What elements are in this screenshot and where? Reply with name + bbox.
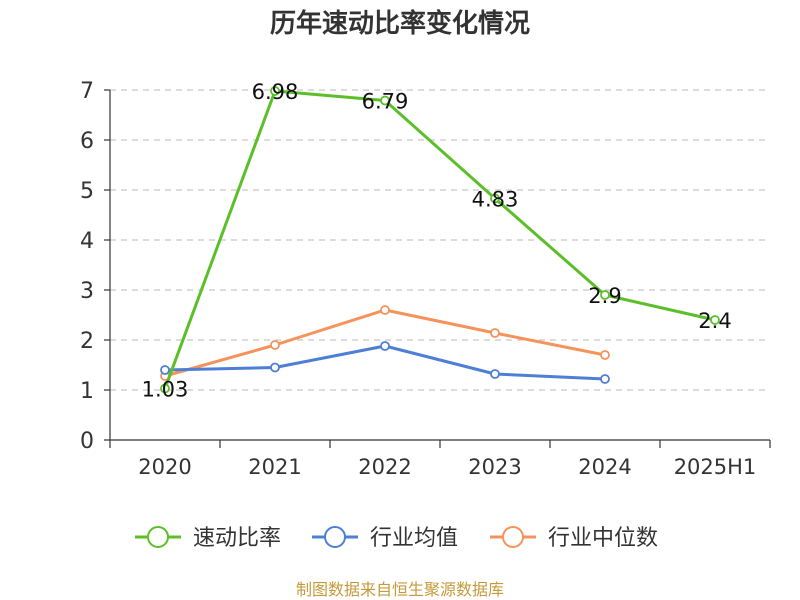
series-line xyxy=(164,344,606,381)
data-point xyxy=(600,290,610,300)
data-point xyxy=(380,305,390,315)
x-tick-label: 2022 xyxy=(358,455,411,479)
x-tick-label: 2023 xyxy=(468,455,521,479)
data-point xyxy=(600,350,610,360)
legend-label: 行业中位数 xyxy=(548,526,658,551)
chart-title: 历年速动比率变化情况 xyxy=(270,8,530,39)
axes: 0 1 2 3 4 5 6 7 2020 2021 2022 2023 2024 2025H1 xyxy=(80,79,771,479)
data-label: 2.9 xyxy=(588,284,621,308)
legend-label: 行业均值 xyxy=(370,526,458,551)
y-tick-label: 7 xyxy=(80,79,94,104)
data-point xyxy=(270,86,280,96)
data-label: 2.4 xyxy=(698,309,731,333)
y-tick-label: 1 xyxy=(80,379,94,404)
x-tick-label: 2020 xyxy=(138,455,191,479)
data-label: 6.79 xyxy=(362,90,409,114)
data-point xyxy=(490,193,500,204)
y-tick-label: 0 xyxy=(80,429,94,454)
data-point xyxy=(160,383,170,394)
data-label: 1.03 xyxy=(142,378,189,402)
x-tick-label: 2025H1 xyxy=(674,455,757,479)
series-lines xyxy=(160,86,720,394)
x-tick-label: 2021 xyxy=(248,455,301,479)
data-point xyxy=(600,374,610,384)
y-tick-label: 6 xyxy=(80,129,94,154)
legend-label: 速动比率 xyxy=(193,526,281,551)
y-tick-label: 3 xyxy=(80,279,94,304)
data-point xyxy=(160,365,170,375)
data-point xyxy=(710,315,720,325)
y-tick-label: 4 xyxy=(80,229,94,254)
data-point xyxy=(270,362,280,373)
data-point xyxy=(270,340,280,350)
y-tick-label: 5 xyxy=(80,179,94,204)
legend-swatch-marker xyxy=(147,526,169,548)
legend: 速动比率 行业均值 行业中位数 xyxy=(135,526,658,551)
data-point xyxy=(490,328,500,338)
source-note: 制图数据来自恒生聚源数据库 xyxy=(296,580,504,599)
series-line xyxy=(163,89,716,390)
y-tick-label: 2 xyxy=(80,329,94,354)
legend-swatch-marker xyxy=(502,526,524,548)
data-point xyxy=(490,369,500,379)
grid xyxy=(110,89,770,391)
data-point xyxy=(380,95,390,106)
x-tick-label: 2024 xyxy=(578,455,631,479)
data-label: 6.98 xyxy=(252,80,299,104)
data-label: 4.83 xyxy=(472,188,519,212)
legend-swatch-marker xyxy=(324,526,346,548)
data-labels: 1.03 6.98 6.79 4.83 2.9 2.4 xyxy=(142,80,732,402)
data-point xyxy=(380,341,390,351)
